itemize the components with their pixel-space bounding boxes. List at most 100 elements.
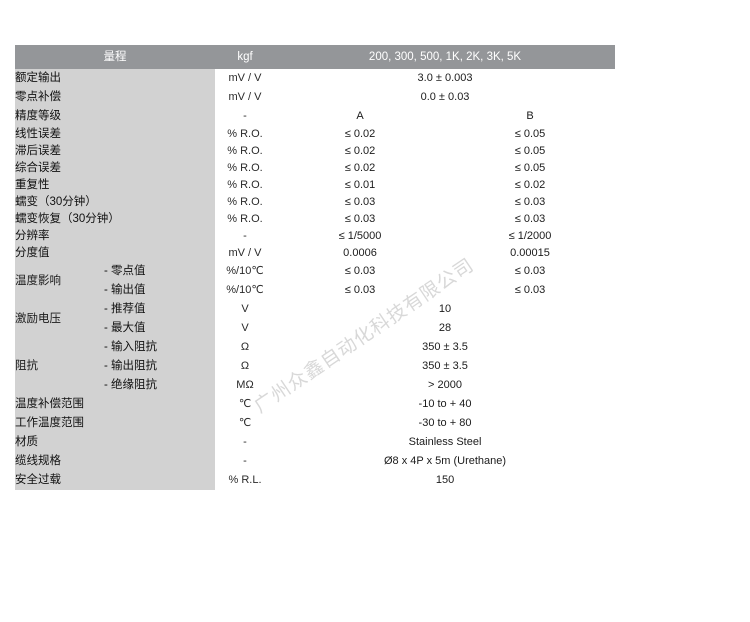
table-row: 蠕变（30分钟） % R.O. ≤ 0.03 ≤ 0.03: [15, 194, 616, 211]
row-label: 分度值: [15, 245, 215, 262]
row-value: 3.0 ± 0.003: [275, 69, 616, 88]
row-unit: -: [215, 452, 275, 471]
row-label: 温度补偿范围: [15, 395, 215, 414]
table-header-row: 量程 kgf 200, 300, 500, 1K, 2K, 3K, 5K: [15, 45, 616, 69]
table-row: - 输出阻抗 Ω 350 ± 3.5: [15, 357, 616, 376]
table-row: 温度补偿范围 ℃ -10 to + 40: [15, 395, 616, 414]
table-row: 激励电压 - 推荐值 V 10: [15, 300, 616, 338]
row-label: 安全过载: [15, 471, 215, 490]
table-row: 缆线规格 - Ø8 x 4P x 5m (Urethane): [15, 452, 616, 471]
row-value-b: ≤ 0.05: [445, 160, 616, 177]
row-label: 零点补偿: [15, 88, 215, 107]
row-value: > 2000: [275, 376, 616, 395]
row-value-b: ≤ 0.03: [445, 194, 616, 211]
row-unit: -: [215, 433, 275, 452]
row-sublabel: - 最大值: [104, 319, 215, 338]
row-label: 综合误差: [15, 160, 215, 177]
load-cell-specification-table: 量程 kgf 200, 300, 500, 1K, 2K, 3K, 5K 额定输…: [15, 45, 616, 490]
row-value-b: B: [445, 107, 616, 126]
row-value: 10: [275, 300, 616, 319]
row-unit: %/10℃: [215, 281, 275, 300]
table-row: 安全过载 % R.L. 150: [15, 471, 616, 490]
row-value: -30 to + 80: [275, 414, 616, 433]
row-label: 线性误差: [15, 126, 215, 143]
row-unit: % R.O.: [215, 194, 275, 211]
row-label: 额定输出: [15, 69, 215, 88]
table-row: 综合误差 % R.O. ≤ 0.02 ≤ 0.05: [15, 160, 616, 177]
row-value-a: ≤ 0.02: [275, 160, 445, 177]
row-label: 分辨率: [15, 228, 215, 245]
header-range-label: 量程: [15, 45, 215, 69]
table-row: 阻抗 - 输入阻抗 Ω 350 ± 3.5: [15, 338, 616, 395]
row-value-b: 0.00015: [445, 245, 616, 262]
row-value: 350 ± 3.5: [275, 357, 616, 376]
row-value-a: ≤ 0.02: [275, 143, 445, 160]
group-label-excitation-voltage: 激励电压: [15, 300, 104, 338]
row-value: -10 to + 40: [275, 395, 616, 414]
row-value-b: ≤ 1/2000: [445, 228, 616, 245]
row-unit: ℃: [215, 395, 275, 414]
row-value-b: ≤ 0.03: [445, 281, 616, 300]
row-value: 0.0 ± 0.03: [275, 88, 616, 107]
row-unit: % R.L.: [215, 471, 275, 490]
table-row: 工作温度范围 ℃ -30 to + 80: [15, 414, 616, 433]
row-label: 缆线规格: [15, 452, 215, 471]
table-row: 零点补偿 mV / V 0.0 ± 0.03: [15, 88, 616, 107]
row-unit: mV / V: [215, 88, 275, 107]
row-unit: Ω: [215, 338, 275, 357]
row-label: 工作温度范围: [15, 414, 215, 433]
row-value-b: ≤ 0.05: [445, 143, 616, 160]
row-value-a: ≤ 1/5000: [275, 228, 445, 245]
row-unit: V: [215, 300, 275, 319]
row-value-a: ≤ 0.01: [275, 177, 445, 194]
row-unit: mV / V: [215, 69, 275, 88]
row-value-b: ≤ 0.03: [445, 211, 616, 228]
row-value-b: ≤ 0.02: [445, 177, 616, 194]
table-row: 蠕变恢复（30分钟） % R.O. ≤ 0.03 ≤ 0.03: [15, 211, 616, 228]
row-value-b: ≤ 0.05: [445, 126, 616, 143]
table-row: 重复性 % R.O. ≤ 0.01 ≤ 0.02: [15, 177, 616, 194]
group-label-temperature-effect: 温度影响: [15, 262, 104, 300]
table-row: 精度等级 - A B: [15, 107, 616, 126]
group-label-impedance: 阻抗: [15, 338, 104, 395]
table-row: 滞后误差 % R.O. ≤ 0.02 ≤ 0.05: [15, 143, 616, 160]
row-unit: ℃: [215, 414, 275, 433]
row-value: Stainless Steel: [275, 433, 616, 452]
row-unit: % R.O.: [215, 143, 275, 160]
row-sublabel: - 输出阻抗: [104, 357, 215, 376]
table-row: 额定输出 mV / V 3.0 ± 0.003: [15, 69, 616, 88]
row-value-a: ≤ 0.02: [275, 126, 445, 143]
table-row: - 最大值 V 28: [15, 319, 616, 338]
row-label: 蠕变（30分钟）: [15, 194, 215, 211]
row-value: 150: [275, 471, 616, 490]
row-label: 蠕变恢复（30分钟）: [15, 211, 215, 228]
row-label: 滞后误差: [15, 143, 215, 160]
row-value-a: 0.0006: [275, 245, 445, 262]
row-label: 精度等级: [15, 107, 215, 126]
row-unit: mV / V: [215, 245, 275, 262]
row-unit: % R.O.: [215, 160, 275, 177]
row-unit: % R.O.: [215, 177, 275, 194]
row-unit: % R.O.: [215, 211, 275, 228]
row-unit: MΩ: [215, 376, 275, 395]
row-value-a: ≤ 0.03: [275, 194, 445, 211]
row-value-a: ≤ 0.03: [275, 211, 445, 228]
table-row: 材质 - Stainless Steel: [15, 433, 616, 452]
row-value-b: ≤ 0.03: [445, 262, 616, 281]
row-value-a: ≤ 0.03: [275, 281, 445, 300]
row-unit: Ω: [215, 357, 275, 376]
table-row: 分辨率 - ≤ 1/5000 ≤ 1/2000: [15, 228, 616, 245]
row-sublabel: - 推荐值: [104, 300, 215, 319]
row-unit: % R.O.: [215, 126, 275, 143]
row-unit: -: [215, 228, 275, 245]
header-capacities: 200, 300, 500, 1K, 2K, 3K, 5K: [275, 45, 616, 69]
table-row: 分度值 mV / V 0.0006 0.00015: [15, 245, 616, 262]
row-unit: %/10℃: [215, 262, 275, 281]
row-value-a: ≤ 0.03: [275, 262, 445, 281]
table-row: 温度影响 - 零点值 %/10℃ ≤ 0.03 ≤ 0.03: [15, 262, 616, 300]
row-value: 350 ± 3.5: [275, 338, 616, 357]
row-unit: V: [215, 319, 275, 338]
header-unit-label: kgf: [215, 45, 275, 69]
row-sublabel: - 输出值: [104, 281, 215, 300]
